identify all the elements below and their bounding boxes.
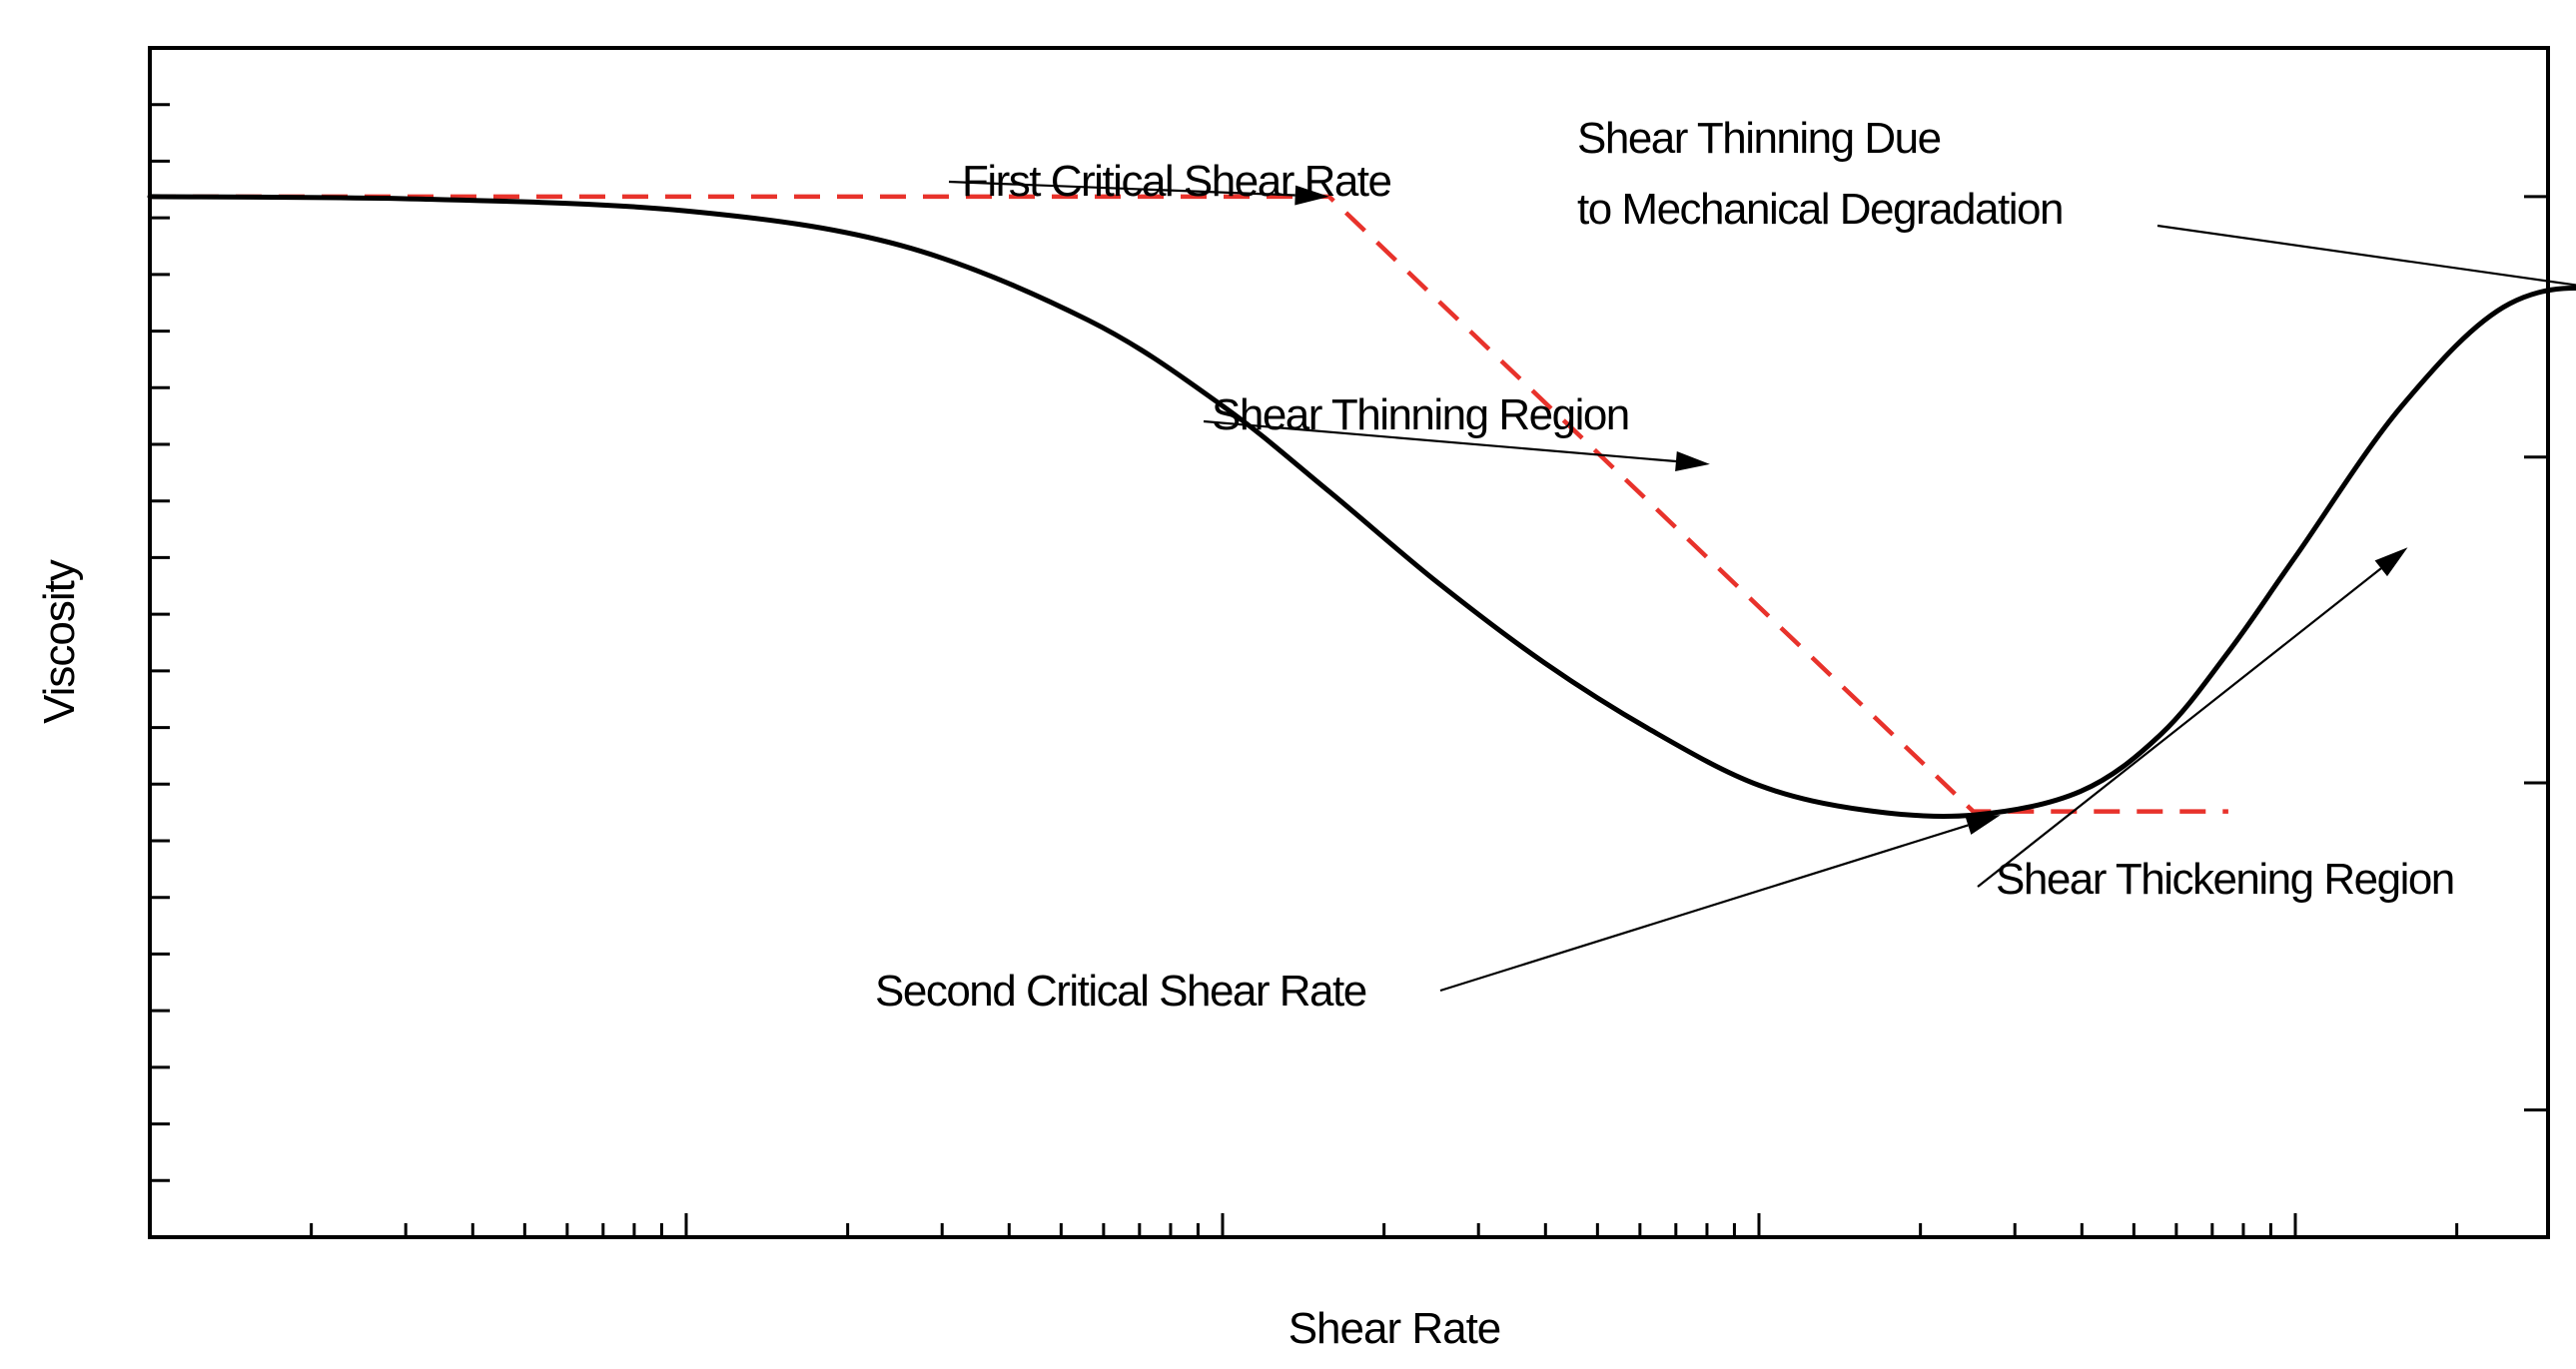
annotation-shear-thickening: Shear Thickening Region [1996,855,2454,904]
annotation-degradation-line2: to Mechanical Degradation [1577,185,2063,234]
annotation-second-critical: Second Critical Shear Rate [875,967,1366,1016]
arrow-head [1965,815,2001,835]
viscosity-curve [147,194,2576,820]
arrow-shaft [1977,567,2382,888]
arrow-shaft [1439,824,1969,993]
arrow-head [2374,547,2408,577]
arrow-shaft [1203,419,1677,463]
y-axis-title: Viscosity [35,559,84,724]
arrow-head [1294,185,1329,206]
plot-frame [148,46,2550,1239]
annotation-first-critical: First Critical Shear Rate [962,157,1391,206]
asymptote-dashed-line [150,194,2228,814]
arrow-shaft [948,180,1295,197]
axis-ticks [150,103,2548,1237]
annotation-degradation-line1: Shear Thinning Due [1577,114,1941,163]
arrow-shaft [2156,224,2576,287]
arrow-head [1675,451,1710,471]
annotation-shear-thinning: Shear Thinning Region [1212,390,1629,439]
x-axis-title: Shear Rate [1288,1304,1501,1353]
annotation-arrows [948,180,2576,993]
curve-points [148,195,2576,817]
